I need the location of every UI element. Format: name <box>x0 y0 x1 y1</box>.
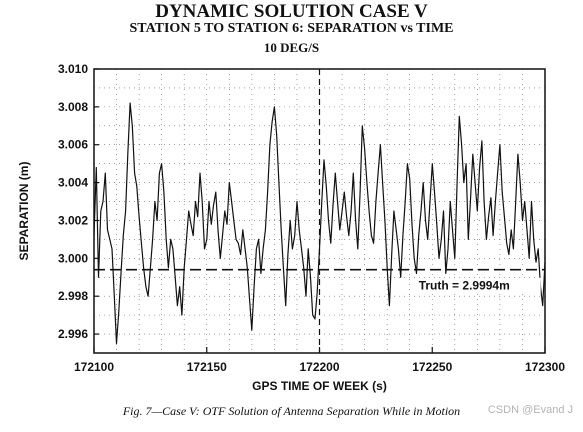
x-tick-label: 172100 <box>74 360 114 374</box>
y-tick-label: 3.000 <box>58 251 88 265</box>
x-tick-label: 172250 <box>412 360 452 374</box>
y-tick-labels: 3.010 3.008 3.006 3.004 3.002 3.000 2.998 2.996 <box>58 62 88 341</box>
watermark-text: CSDN @Evand J <box>487 404 573 416</box>
y-tick-label: 2.998 <box>58 289 88 303</box>
y-tick-label: 3.004 <box>58 176 88 190</box>
y-tick-label: 3.002 <box>58 213 88 227</box>
y-tick-label: 2.996 <box>58 327 88 341</box>
chart-svg: 3.010 3.008 3.006 3.004 3.002 3.000 2.998 2.996… <box>17 62 565 393</box>
x-tick-label: 172300 <box>525 360 565 374</box>
x-tick-labels: 172100 172150 172200 172250 172300 <box>74 360 565 374</box>
truth-label-background <box>416 277 541 294</box>
y-tick-label: 3.010 <box>58 62 88 76</box>
y-tick-label: 3.008 <box>58 100 88 114</box>
x-tick-label: 172200 <box>299 360 339 374</box>
x-axis-title: GPS TIME OF WEEK (s) <box>252 379 387 393</box>
series-line-separation <box>93 102 546 345</box>
truth-label: Truth = 2.9994m <box>419 279 510 293</box>
chart-subtitle-rate: 10 DEG/S <box>263 40 320 55</box>
x-tick-label: 172150 <box>187 360 227 374</box>
figure-caption: Fig. 7—Case V: OTF Solution of Antenna S… <box>122 404 461 418</box>
chart-subtitle: STATION 5 TO STATION 6: SEPARATION vs TI… <box>129 21 454 36</box>
y-axis-title: SEPARATION (m) <box>17 162 31 261</box>
y-tick-label: 3.006 <box>58 138 88 152</box>
chart-title: DYNAMIC SOLUTION CASE V <box>155 1 428 22</box>
